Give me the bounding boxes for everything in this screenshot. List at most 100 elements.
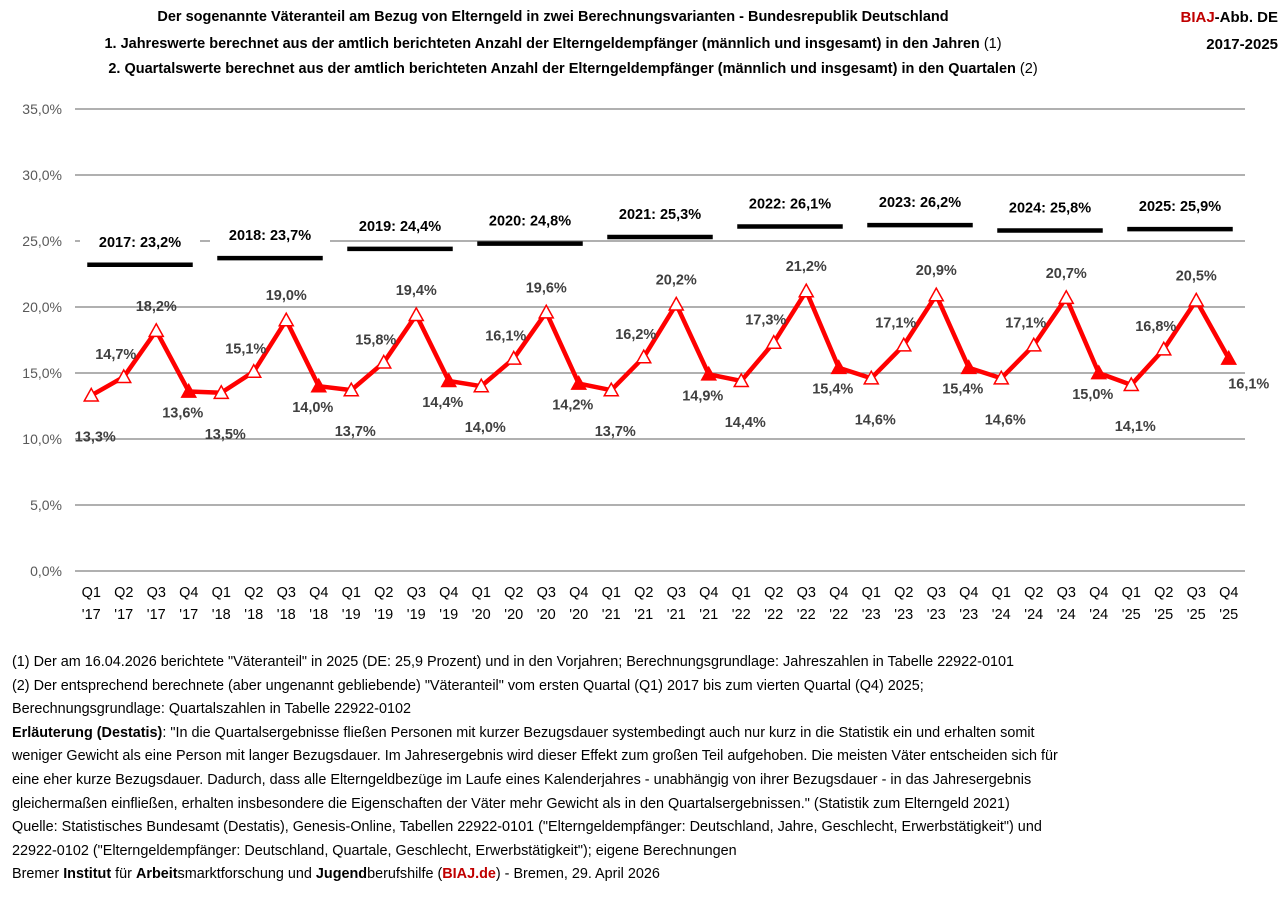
quarterly-marker [407,306,425,322]
quarterly-marker [700,365,718,381]
quarterly-marker [732,372,750,388]
quarterly-data-label: 13,7% [335,424,376,440]
quarterly-marker [1220,349,1238,365]
annual-label: 2022: 26,1% [749,196,831,212]
y-tick-label: 0,0% [30,563,62,579]
annual-label: 2023: 26,2% [879,195,961,211]
quarterly-line [90,288,1231,398]
quarterly-data-label: 13,3% [75,429,116,445]
x-tick-label: Q3'25 [1187,585,1206,623]
quarterly-data-label: 15,0% [1072,387,1113,403]
x-tick-label: Q1'20 [472,585,491,623]
x-tick-label: Q2'22 [764,585,783,623]
x-tick-label: Q1'19 [342,585,361,623]
quarterly-data-label: 14,0% [465,420,506,436]
chart-title: Der sogenannte Väteranteil am Bezug von … [157,9,949,25]
quarterly-data-label: 14,4% [422,395,463,411]
x-tick-label: Q4'21 [699,585,718,623]
annual-label: 2019: 24,4% [359,219,441,235]
annual-label-bg [860,192,980,213]
quarterly-data-label: 13,6% [162,405,203,421]
x-tick-label: Q4'24 [1089,585,1108,623]
annual-label-bg [470,210,590,231]
explanation-text-4: gleichermaßen einfließen, erhalten insbe… [12,795,1010,812]
quarterly-marker [830,359,848,375]
quarterly-marker [245,363,263,379]
x-tick-label: Q1'22 [732,585,751,623]
quarterly-data-label: 18,2% [136,299,177,315]
quarterly-marker [927,286,945,302]
quarterly-data-label: 13,5% [205,427,246,443]
x-tick-label: Q2'19 [374,585,393,623]
quarterly-marker [797,282,815,298]
biaj-badge: BIAJ-Abb. DE [1180,9,1278,26]
source-1: Quelle: Statistisches Bundesamt (Destati… [12,819,1042,836]
quarterly-data-label: 17,1% [1005,315,1046,331]
quarterly-marker [82,386,100,402]
x-tick-label: Q4'23 [959,585,978,623]
annual-label: 2017: 23,2% [99,235,181,251]
quarterly-data-label: 20,9% [916,263,957,279]
x-tick-label: Q1'18 [212,585,231,623]
annual-label: 2024: 25,8% [1009,200,1091,216]
credit-part: Arbeit [135,866,178,883]
explanation-text-3: eine eher kurze Bezugsdauer. Dadurch, da… [12,771,1032,788]
quarterly-data-label: 21,2% [786,259,827,275]
x-tick-label: Q2'18 [244,585,263,623]
annual-label-bg [80,231,200,252]
quarterly-marker [1025,336,1043,352]
credit-part: Bremer [12,866,64,883]
credit-part: smarktforschung und [177,866,316,883]
x-tick-label: Q1'24 [992,585,1011,623]
quarterly-data-label: 14,2% [552,398,593,414]
annual-label: 2025: 25,9% [1139,199,1221,215]
explanation-label: Erläuterung (Destatis) [12,724,163,741]
annual-label-bg [990,197,1110,218]
subtitle-1-text: 1. Jahreswerte berechnet aus der amtlich… [104,36,980,52]
subtitle-1-ref: (1) [983,36,1002,52]
badge-brand: BIAJ [1180,9,1215,26]
x-tick-label: Q2'25 [1154,585,1173,623]
quarterly-data-label: 14,9% [682,388,723,404]
y-tick-label: 25,0% [22,233,62,249]
quarterly-marker [505,349,523,365]
chart-subtitle-2: 2. Quartalswerte berechnet aus der amtli… [0,61,1216,77]
quarterly-data-label: 16,8% [1135,319,1176,335]
quarterly-data-label: 19,6% [526,280,567,296]
quarterly-data-label: 14,4% [725,415,766,431]
note-1: (1) Der am 16.04.2026 berichtete "Vätera… [12,654,1014,670]
biaj-link[interactable]: BIAJ.de [442,866,496,883]
annual-label-bg [1120,196,1240,217]
x-tick-label: Q4'19 [439,585,458,623]
credit-part: berufshilfe ( [367,866,443,883]
quarterly-marker [472,377,490,393]
quarterly-marker [342,381,360,397]
quarterly-data-label: 19,0% [266,288,307,304]
x-tick-label: Q3'20 [537,585,556,623]
x-tick-label: Q4'25 [1219,585,1238,623]
source-2: 22922-0102 ("Elterngeldempfänger: Deutsc… [12,842,737,859]
chart-subtitle-1: 1. Jahreswerte berechnet aus der amtlich… [0,36,1196,52]
quarterly-marker [667,295,685,311]
quarterly-data-label: 16,2% [615,327,656,343]
explanation: Erläuterung (Destatis): "In die Quartals… [12,722,1282,746]
y-tick-label: 15,0% [22,365,62,381]
annual-label-bg [730,193,850,214]
x-tick-label: Q4'18 [309,585,328,623]
quarterly-marker [1090,364,1108,380]
subtitle-2-text: 2. Quartalswerte berechnet aus der amtli… [108,61,1016,77]
quarterly-marker [180,382,198,398]
annual-label: 2018: 23,7% [229,228,311,244]
x-tick-label: Q3'21 [667,585,686,623]
quarterly-data-label: 17,3% [745,313,786,329]
x-tick-label: Q1'21 [602,585,621,623]
x-tick-label: Q3'24 [1057,585,1076,623]
quarterly-marker [960,359,978,375]
x-tick-label: Q4'20 [569,585,588,623]
annual-label-bg [340,215,460,236]
quarterly-marker [602,381,620,397]
quarterly-marker [570,375,588,390]
x-tick-label: Q2'24 [1024,585,1043,623]
y-tick-label: 35,0% [22,101,62,117]
quarterly-data-label: 19,4% [396,283,437,299]
